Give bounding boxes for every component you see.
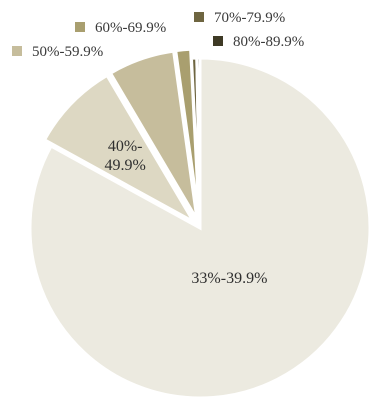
slice-label-40-49-9: 40%-49.9% [105, 138, 146, 174]
slice-label-33-39-9: 33%-39.9% [191, 270, 267, 287]
legend-swatch [213, 36, 223, 46]
pie-slice-80-89-9 [195, 56, 202, 229]
pie-slice-labels: 33%-39.9% 40%-49.9% [105, 138, 268, 287]
legend-item-50-59-9: 50%-59.9% [12, 44, 103, 60]
legend-item-80-89-9: 80%-89.9% [213, 34, 304, 50]
pie-slices [28, 47, 369, 398]
pie-slice-40-49-9 [42, 73, 198, 226]
legend-swatch [12, 46, 22, 56]
legend-swatch [75, 22, 85, 32]
pie-slice-50-59-9 [108, 49, 199, 221]
legend-label: 60%-69.9% [95, 20, 166, 36]
legend-label: 70%-79.9% [214, 10, 285, 26]
legend-item-70-79-9: 70%-79.9% [194, 10, 285, 26]
legend-label: 80%-89.9% [233, 34, 304, 50]
legend-item-60-69-9: 60%-69.9% [75, 20, 166, 36]
pie-slice-60-69-9 [174, 47, 201, 220]
legend: 60%-69.9% 70%-79.9% 50%-59.9% 80%-89.9% [12, 10, 304, 60]
legend-swatch [194, 12, 204, 22]
legend-label: 50%-59.9% [32, 44, 103, 60]
